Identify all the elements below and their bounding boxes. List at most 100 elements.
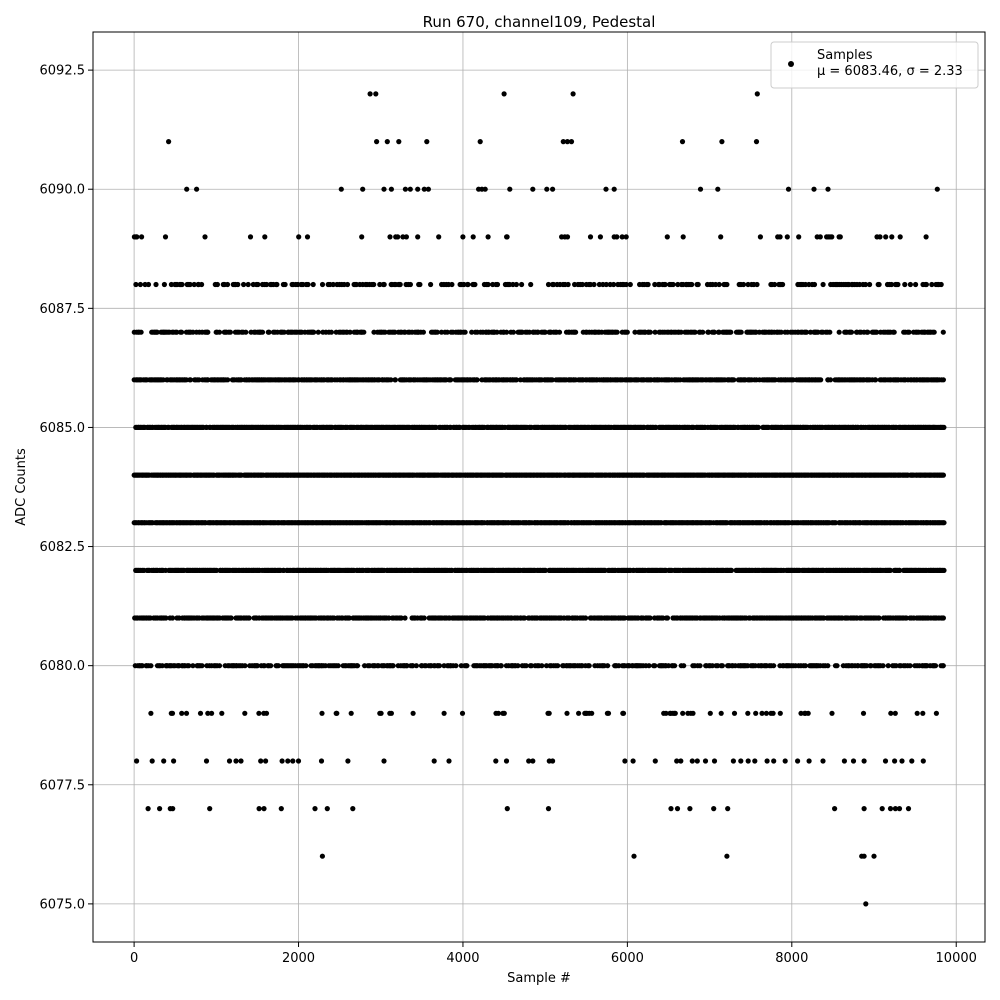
data-point — [689, 758, 695, 764]
data-point — [923, 234, 929, 240]
data-point — [802, 663, 809, 669]
data-point — [395, 234, 401, 240]
data-point — [247, 234, 254, 240]
data-point — [616, 663, 622, 669]
data-point — [245, 281, 251, 288]
data-point — [652, 663, 658, 669]
data-point — [785, 186, 792, 192]
data-point — [453, 663, 459, 669]
data-point — [645, 281, 651, 288]
data-point — [876, 281, 882, 288]
data-point — [591, 281, 597, 288]
x-tick-label: 10000 — [936, 951, 977, 966]
data-point — [246, 615, 252, 621]
data-point — [224, 281, 231, 288]
data-point — [589, 710, 595, 716]
data-point — [719, 139, 725, 145]
data-point — [346, 615, 352, 621]
data-point — [938, 281, 944, 288]
data-point — [235, 281, 241, 288]
data-point — [205, 710, 211, 716]
data-point — [449, 281, 455, 288]
data-point — [920, 710, 926, 716]
data-point — [827, 329, 833, 335]
data-point — [318, 758, 325, 764]
data-point — [887, 806, 894, 812]
data-point — [459, 710, 466, 716]
data-point — [184, 186, 190, 192]
data-point — [940, 615, 947, 621]
data-point — [731, 710, 738, 716]
data-point — [407, 186, 413, 192]
data-point — [863, 901, 869, 907]
data-point — [296, 234, 302, 240]
data-point — [546, 710, 552, 716]
data-point — [620, 710, 627, 716]
data-point — [905, 806, 912, 812]
data-point — [202, 234, 208, 240]
data-point — [624, 329, 630, 335]
data-point — [470, 234, 476, 240]
data-point — [495, 710, 501, 716]
data-point — [829, 710, 835, 716]
x-tick-label: 6000 — [611, 951, 644, 966]
data-point — [387, 234, 393, 240]
data-point — [820, 281, 826, 288]
data-point — [305, 281, 311, 288]
data-point — [315, 329, 321, 335]
data-point — [897, 234, 903, 240]
data-point — [310, 281, 316, 288]
data-point — [647, 615, 653, 621]
data-point — [477, 139, 483, 145]
data-point — [829, 234, 835, 240]
data-point — [485, 234, 491, 240]
data-point — [344, 281, 351, 288]
data-point — [402, 615, 408, 621]
data-point — [521, 615, 528, 621]
data-point — [153, 281, 159, 288]
data-point — [145, 281, 152, 288]
data-point — [290, 758, 296, 764]
data-point — [171, 758, 177, 764]
data-point — [335, 663, 341, 669]
data-point — [134, 758, 140, 764]
data-point — [493, 758, 499, 764]
data-point — [899, 758, 905, 764]
data-point — [319, 853, 325, 859]
data-point — [279, 758, 285, 764]
data-point — [679, 139, 686, 145]
data-point — [887, 567, 894, 574]
data-point — [664, 615, 671, 621]
data-point — [196, 377, 202, 383]
data-point — [564, 234, 571, 240]
data-point — [689, 281, 695, 288]
data-point — [763, 710, 770, 716]
data-point — [197, 710, 204, 716]
data-point — [647, 329, 653, 335]
data-point — [680, 710, 686, 716]
data-point — [718, 710, 724, 716]
data-point — [672, 710, 678, 716]
data-point — [702, 758, 709, 764]
data-point — [603, 186, 609, 192]
data-point — [728, 329, 734, 335]
data-point — [139, 663, 145, 669]
data-point — [205, 329, 211, 335]
data-point — [892, 710, 898, 716]
data-point — [259, 329, 266, 335]
data-point — [282, 281, 288, 288]
data-point — [777, 710, 783, 716]
data-point — [806, 758, 812, 764]
data-point — [568, 139, 575, 145]
x-tick-label: 0 — [130, 951, 138, 966]
data-point — [485, 281, 491, 288]
data-point — [865, 329, 871, 335]
data-point — [716, 281, 722, 288]
data-point — [350, 806, 356, 812]
data-point — [622, 615, 628, 621]
data-point — [556, 329, 563, 335]
data-point — [460, 234, 466, 240]
data-point — [940, 663, 946, 669]
data-point — [420, 329, 426, 335]
data-point — [873, 377, 879, 383]
